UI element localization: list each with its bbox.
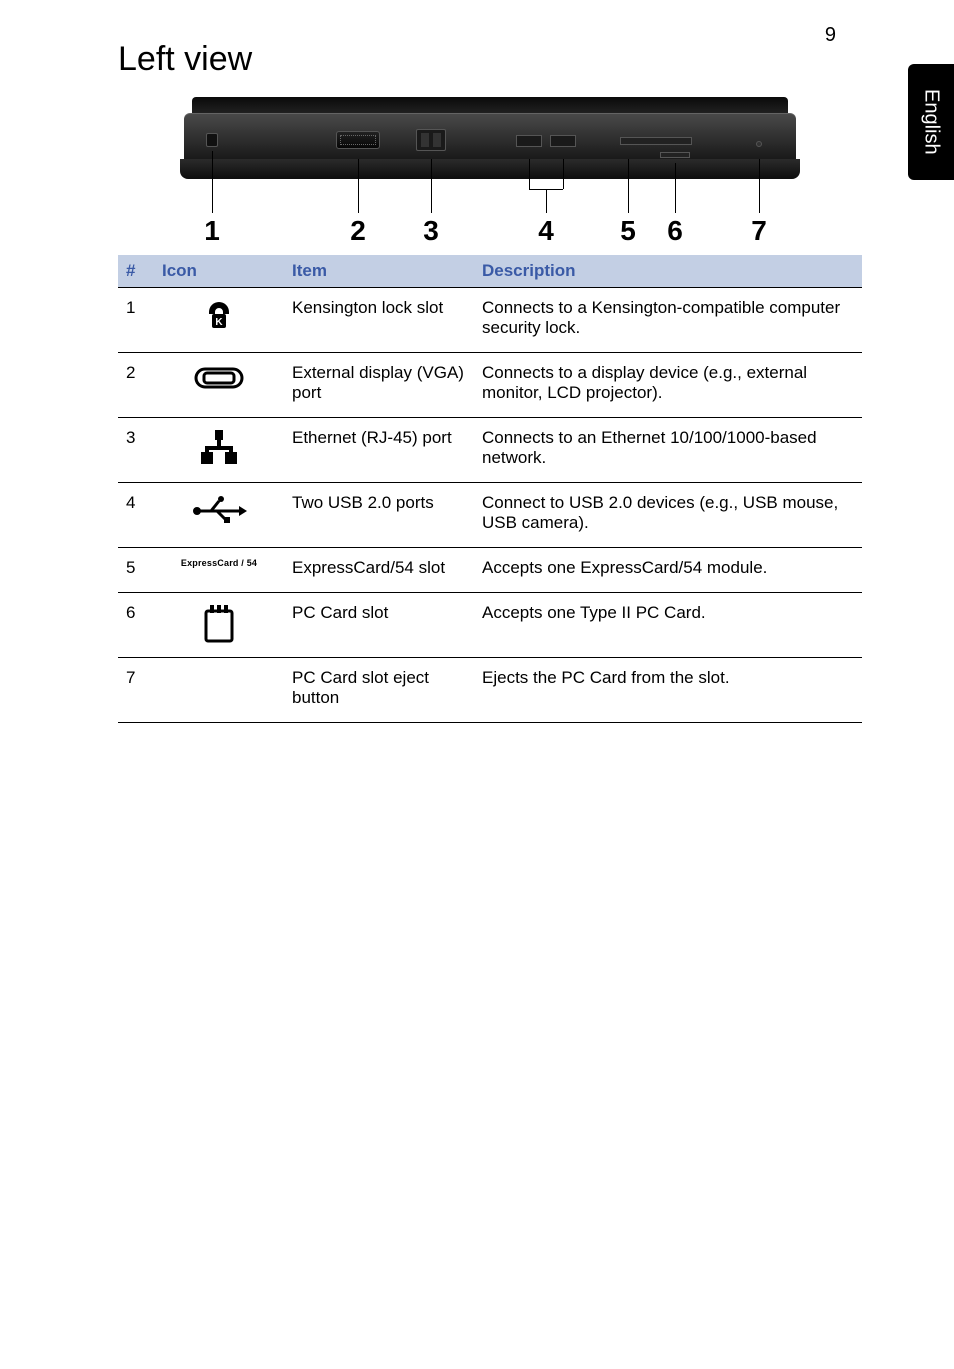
table-row: 6 PC Card slotAccepts one Type II PC Car…: [118, 593, 862, 658]
row-index: 6: [118, 593, 154, 658]
row-description: Connects to a display device (e.g., exte…: [474, 353, 862, 418]
row-index: 1: [118, 288, 154, 353]
row-item: ExpressCard/54 slot: [284, 548, 474, 593]
row-index: 4: [118, 483, 154, 548]
col-icon: Icon: [154, 255, 284, 288]
row-description: Ejects the PC Card from the slot.: [474, 658, 862, 723]
callout-1: 1: [204, 215, 220, 247]
left-view-illustration: 1 2 3 4 5 6 7: [118, 97, 862, 209]
none-icon: [154, 658, 284, 723]
col-item: Item: [284, 255, 474, 288]
row-description: Connects to an Ethernet 10/100/1000-base…: [474, 418, 862, 483]
callout-3: 3: [423, 215, 439, 247]
vga-icon: [154, 353, 284, 418]
page-number: 9: [825, 24, 836, 47]
row-index: 5: [118, 548, 154, 593]
col-desc: Description: [474, 255, 862, 288]
kensington-icon: K: [154, 288, 284, 353]
table-row: 3 Ethernet (RJ-45) portConnects to an Et…: [118, 418, 862, 483]
usb-icon: [154, 483, 284, 548]
callout-2: 2: [350, 215, 366, 247]
row-index: 2: [118, 353, 154, 418]
row-description: Accepts one ExpressCard/54 module.: [474, 548, 862, 593]
table-row: 5ExpressCard / 54ExpressCard/54 slotAcce…: [118, 548, 862, 593]
language-tab: English: [908, 64, 954, 180]
callout-4: 4: [538, 215, 554, 247]
row-index: 7: [118, 658, 154, 723]
row-description: Connect to USB 2.0 devices (e.g., USB mo…: [474, 483, 862, 548]
row-description: Connects to a Kensington-compatible comp…: [474, 288, 862, 353]
col-num: #: [118, 255, 154, 288]
row-item: Ethernet (RJ-45) port: [284, 418, 474, 483]
row-item: PC Card slot: [284, 593, 474, 658]
row-item: Kensington lock slot: [284, 288, 474, 353]
table-row: 2 External display (VGA) portConnects to…: [118, 353, 862, 418]
callout-7: 7: [751, 215, 767, 247]
row-description: Accepts one Type II PC Card.: [474, 593, 862, 658]
table-row: 7 PC Card slot eject buttonEjects the PC …: [118, 658, 862, 723]
table-row: 1 K Kensington lock slotConnects to a Ke…: [118, 288, 862, 353]
row-item: Two USB 2.0 ports: [284, 483, 474, 548]
ethernet-icon: [154, 418, 284, 483]
row-index: 3: [118, 418, 154, 483]
pccard-icon: [154, 593, 284, 658]
callout-6: 6: [667, 215, 683, 247]
expresscard-icon: ExpressCard / 54: [154, 548, 284, 593]
svg-text:K: K: [215, 317, 223, 328]
table-row: 4 Two USB 2.0 portsConnect to USB 2.0 de…: [118, 483, 862, 548]
row-item: External display (VGA) port: [284, 353, 474, 418]
ports-table: # Icon Item Description 1 K Kensington l…: [118, 255, 862, 723]
page-title: Left view: [118, 40, 862, 79]
row-item: PC Card slot eject button: [284, 658, 474, 723]
callout-5: 5: [620, 215, 636, 247]
